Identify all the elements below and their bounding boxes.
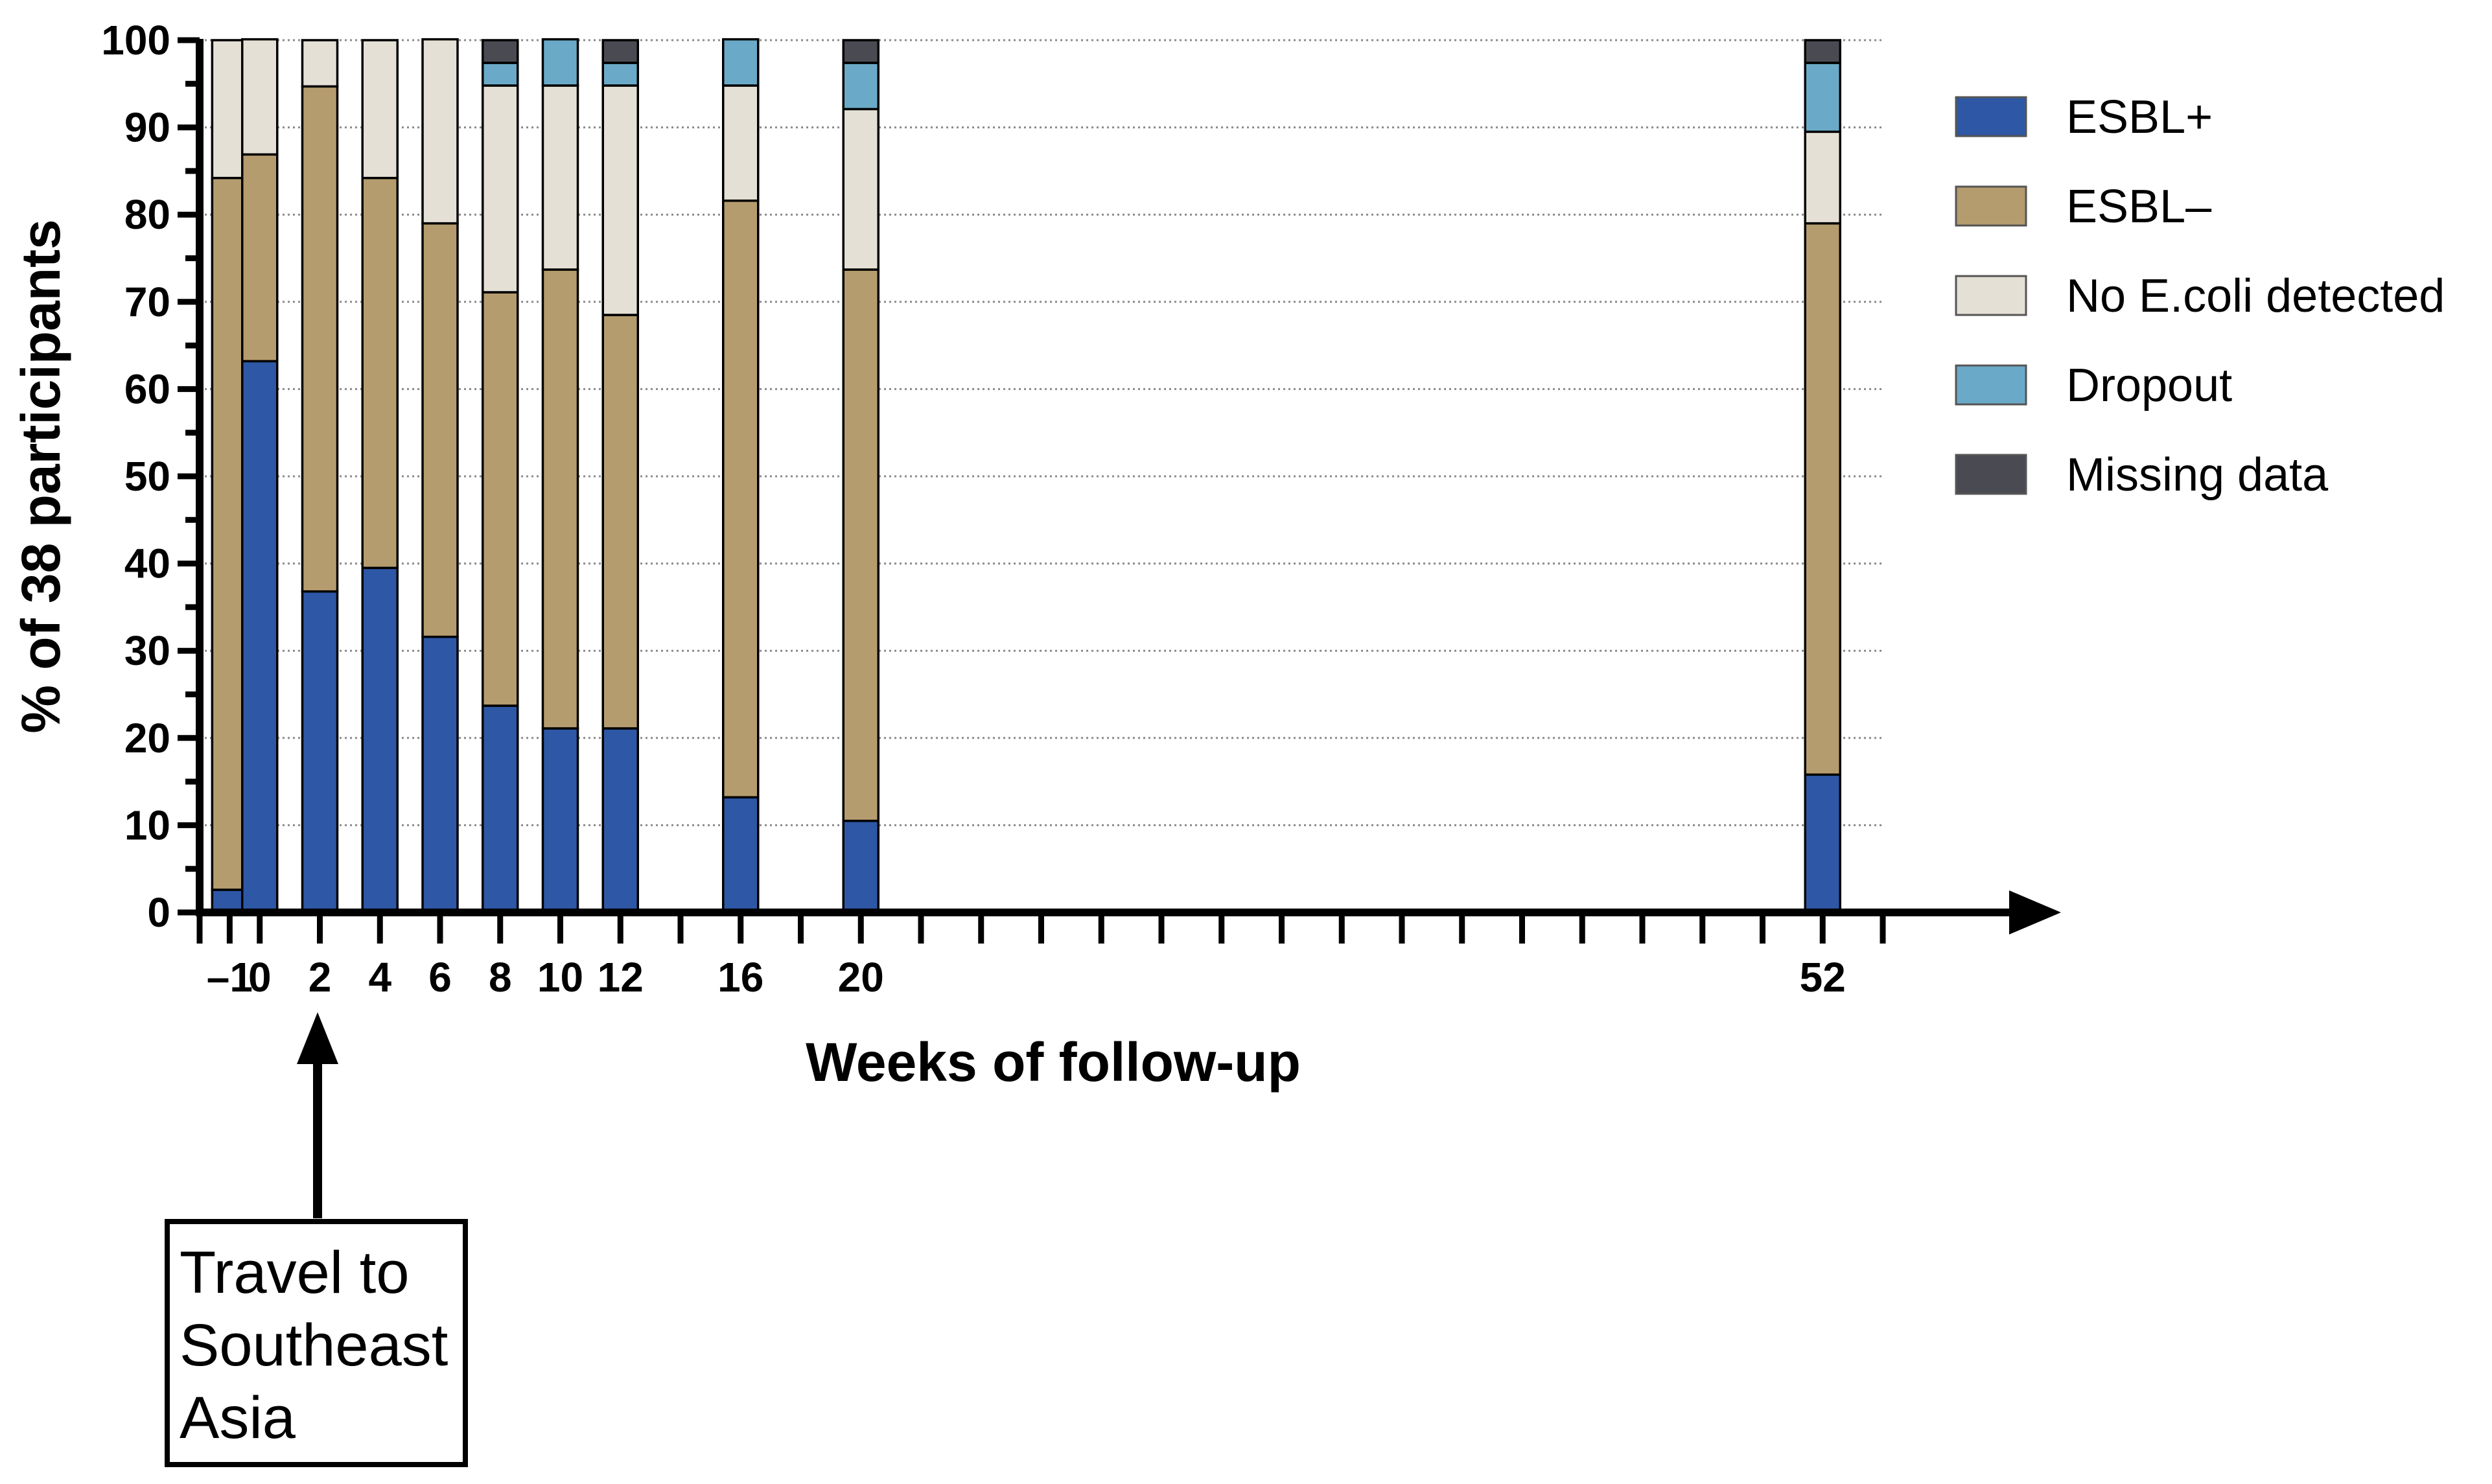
bar-segment [601, 314, 639, 730]
bar-segment [361, 39, 399, 180]
bar-segment [842, 819, 879, 914]
annotation-text-line: Asia [180, 1385, 296, 1451]
bar-segment [722, 84, 760, 202]
bar-segment [421, 635, 459, 914]
bar-segment [722, 199, 760, 799]
legend-swatch [1955, 96, 2027, 137]
bar-segment [1804, 773, 1841, 914]
y-tick-label: 100 [101, 17, 170, 64]
x-tick-label: 6 [428, 954, 452, 1001]
x-tick-label: 10 [537, 954, 583, 1001]
gridlines [200, 39, 1883, 826]
bars [211, 38, 1841, 914]
legend-label: Missing data [2066, 449, 2329, 501]
legend-swatch [1955, 364, 2027, 406]
x-tick-label: 8 [489, 954, 512, 1001]
bar-segment [482, 84, 519, 294]
x-tick-label: 2 [309, 954, 332, 1001]
bar-segment [842, 108, 879, 271]
bar-segment [541, 268, 579, 730]
y-tick-label: 0 [147, 889, 170, 936]
legend: ESBL+ ESBL– No E.coli detected Dropout Missi… [1955, 91, 2445, 501]
x-tick-label: 16 [717, 954, 763, 1001]
legend-swatch [1955, 275, 2027, 316]
bar-segment [541, 84, 579, 271]
annotation-text-line: Southeast [180, 1312, 448, 1378]
y-tick-label: 70 [124, 279, 170, 325]
y-tick-label: 20 [124, 715, 170, 761]
x-tick-label: 12 [598, 954, 644, 1001]
x-tick-label: 0 [248, 954, 272, 1001]
y-axis-title: % of 38 participants [10, 219, 71, 734]
bar-segment [301, 85, 339, 593]
annotation-arrow-icon [297, 1012, 338, 1064]
legend-swatch [1955, 185, 2027, 227]
bar-segment [241, 153, 279, 363]
annotation-box [165, 1219, 468, 1467]
bar-segment [1804, 130, 1841, 225]
y-tick-label: 10 [124, 802, 170, 848]
y-tick-label: 30 [124, 627, 170, 674]
axes [178, 37, 2061, 944]
legend-label: Dropout [2066, 360, 2232, 412]
annotation-text-line: Travel to [180, 1240, 409, 1306]
bar-segment [241, 360, 279, 914]
bar-segment [1804, 39, 1841, 64]
x-tick-label: 52 [1800, 954, 1846, 1001]
bar-segment [301, 590, 339, 914]
bar-segment [241, 38, 279, 156]
x-tick-label: 20 [838, 954, 884, 1001]
legend-swatch [1955, 454, 2027, 495]
x-axis-title: Weeks of follow-up [806, 1032, 1301, 1093]
bar-segment [541, 727, 579, 914]
y-tick-label: 40 [124, 540, 170, 587]
bar-segment [482, 39, 519, 64]
bar-segment [421, 222, 459, 638]
bar-segment [722, 38, 760, 87]
bar-segment [601, 62, 639, 87]
bar-segment [421, 38, 459, 225]
legend-label: No E.coli detected [2066, 270, 2445, 322]
bar-segment [842, 268, 879, 822]
bar-segment [722, 796, 760, 914]
bar-segment [482, 704, 519, 914]
bar-segment [842, 39, 879, 64]
bar-segment [1804, 62, 1841, 133]
bar-segment [1804, 222, 1841, 776]
bar-segment [601, 39, 639, 64]
bar-segment [842, 62, 879, 111]
y-tick-label: 90 [124, 104, 170, 151]
bar-segment [601, 727, 639, 914]
y-tick-label: 60 [124, 365, 170, 412]
y-tick-label: 50 [124, 453, 170, 500]
y-tick-label: 80 [124, 191, 170, 238]
bar-segment [601, 84, 639, 316]
bar-segment [361, 176, 399, 570]
x-axis-arrow-icon [2009, 890, 2061, 934]
bar-segment [541, 38, 579, 87]
x-tick-label: 4 [368, 954, 391, 1001]
x-tick-label: –1 [207, 954, 253, 1001]
bar-segment [482, 291, 519, 707]
bar-segment [482, 62, 519, 87]
legend-label: ESBL– [2066, 181, 2212, 233]
bar-segment [301, 39, 339, 88]
bar-segment [361, 566, 399, 914]
legend-label: ESBL+ [2066, 91, 2213, 143]
